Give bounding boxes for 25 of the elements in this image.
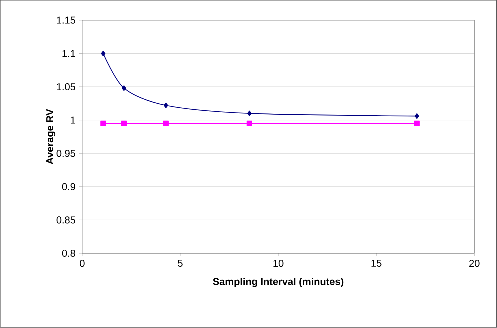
y-tick-label: 1.1 bbox=[62, 50, 76, 58]
x-tick-label: 5 bbox=[178, 260, 183, 268]
point bbox=[122, 86, 126, 92]
point bbox=[163, 120, 169, 126]
point bbox=[414, 120, 420, 126]
point bbox=[164, 102, 168, 108]
y-tick-label: 1.15 bbox=[57, 16, 76, 24]
y-tick-label: 0.8 bbox=[62, 250, 76, 258]
y-axis-title: Average RV bbox=[46, 109, 56, 165]
point bbox=[246, 120, 252, 126]
x-tick-label: 20 bbox=[470, 260, 480, 268]
x-tick-label: 10 bbox=[274, 260, 284, 268]
y-tick-label: 0.95 bbox=[56, 150, 76, 158]
x-axis-title: Sampling Interval (minutes) bbox=[213, 278, 344, 288]
y-tick-label: 0.9 bbox=[62, 183, 76, 190]
point bbox=[121, 120, 127, 126]
y-tick-label: 1 bbox=[71, 116, 76, 124]
x-tick-label: 0 bbox=[80, 260, 85, 268]
point bbox=[414, 114, 420, 120]
point bbox=[101, 50, 106, 57]
x-tick-label: 15 bbox=[372, 260, 382, 268]
y-tick-label: 1.05 bbox=[57, 84, 76, 91]
y-tick-label: 0.85 bbox=[56, 216, 76, 224]
point bbox=[247, 110, 252, 116]
point bbox=[100, 120, 106, 126]
